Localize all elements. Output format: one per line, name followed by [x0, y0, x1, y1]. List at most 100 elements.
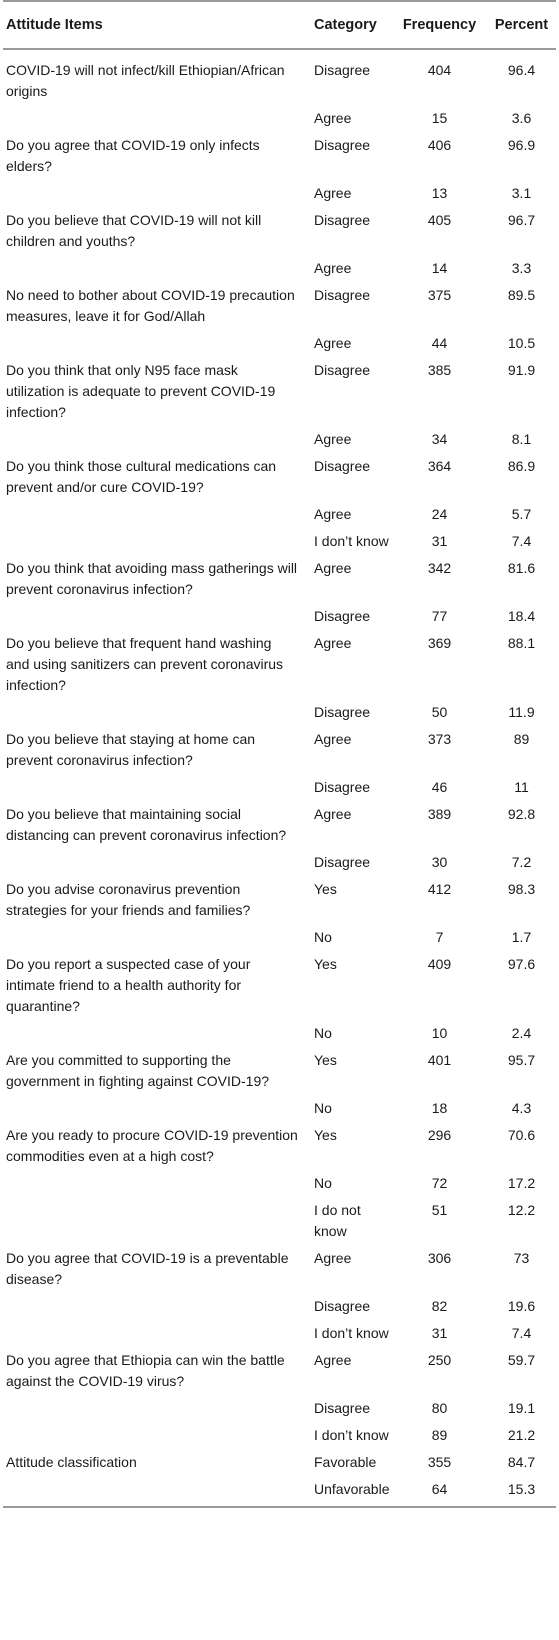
percent-cell: 98.3 — [507, 881, 536, 897]
item-cell — [3, 427, 310, 454]
frequency-cell: 369 — [427, 635, 452, 651]
header-category: Category — [310, 0, 392, 50]
item-cell — [3, 331, 310, 358]
category-cell: Disagree — [314, 362, 371, 378]
item-cell — [3, 1321, 310, 1348]
percent-cell: 3.6 — [511, 110, 532, 126]
frequency-cell: 14 — [431, 260, 448, 276]
item-cell: Do you agree that Ethiopia can win the b… — [6, 1352, 285, 1389]
frequency-cell: 18 — [431, 1100, 448, 1116]
percent-cell: 8.1 — [511, 431, 532, 447]
percent-cell: 86.9 — [507, 458, 536, 474]
category-cell: Disagree — [314, 854, 371, 870]
table-row: I don’t know 31 7.4 — [3, 529, 556, 556]
table-row: Disagree 82 19.6 — [3, 1294, 556, 1321]
item-cell — [3, 604, 310, 631]
category-cell: Unfavorable — [310, 1477, 392, 1508]
category-cell: Disagree — [314, 779, 371, 795]
table-row: Agree 44 10.5 — [3, 331, 556, 358]
table-row: Do you believe that maintaining social d… — [3, 802, 556, 850]
frequency-cell: 405 — [427, 212, 452, 228]
percent-cell: 7.4 — [511, 533, 532, 549]
category-cell: Disagree — [314, 458, 371, 474]
table-row: Agree 34 8.1 — [3, 427, 556, 454]
frequency-cell: 385 — [427, 362, 452, 378]
percent-cell: 7.2 — [511, 854, 532, 870]
table-row: Disagree 77 18.4 — [3, 604, 556, 631]
category-cell: Agree — [314, 335, 352, 351]
category-cell: No — [314, 1175, 332, 1191]
frequency-cell: 373 — [427, 731, 452, 747]
percent-cell: 96.9 — [507, 137, 536, 153]
category-cell: Agree — [314, 806, 352, 822]
category-cell: I don’t know — [314, 533, 389, 549]
item-cell — [3, 1021, 310, 1048]
table-row: Do you believe that frequent hand washin… — [3, 631, 556, 700]
table-row: Do you think that only N95 face mask uti… — [3, 358, 556, 427]
percent-cell: 1.7 — [511, 929, 532, 945]
category-cell: No — [314, 1025, 332, 1041]
percent-cell: 15.3 — [487, 1477, 556, 1508]
percent-cell: 10.5 — [507, 335, 536, 351]
frequency-cell: 15 — [431, 110, 448, 126]
table-row: Disagree 46 11 — [3, 775, 556, 802]
item-cell — [3, 1171, 310, 1198]
table-row: Are you committed to supporting the gove… — [3, 1048, 556, 1096]
category-cell: Disagree — [314, 212, 371, 228]
item-cell: No need to bother about COVID-19 precaut… — [6, 287, 295, 324]
frequency-cell: 82 — [431, 1298, 448, 1314]
item-cell — [3, 502, 310, 529]
frequency-cell: 409 — [427, 956, 452, 972]
percent-cell: 84.7 — [507, 1454, 536, 1470]
table-row: Disagree 80 19.1 — [3, 1396, 556, 1423]
table-row: I don’t know 31 7.4 — [3, 1321, 556, 1348]
percent-cell: 92.8 — [507, 806, 536, 822]
table-row: Agree 24 5.7 — [3, 502, 556, 529]
table-row: Agree 13 3.1 — [3, 181, 556, 208]
table-row: Agree 15 3.6 — [3, 106, 556, 133]
table-row: Do you report a suspected case of your i… — [3, 952, 556, 1021]
category-cell: Agree — [314, 260, 352, 276]
table-row: Do you believe that staying at home can … — [3, 727, 556, 775]
table-row: Do you agree that COVID-19 only infects … — [3, 133, 556, 181]
frequency-cell: 77 — [431, 608, 448, 624]
category-cell: Yes — [314, 881, 337, 897]
category-cell: Disagree — [314, 608, 371, 624]
frequency-cell: 51 — [431, 1202, 448, 1218]
category-cell: No — [314, 929, 332, 945]
percent-cell: 18.4 — [507, 608, 536, 624]
percent-cell: 81.6 — [507, 560, 536, 576]
item-cell: Do you report a suspected case of your i… — [6, 956, 251, 1014]
category-cell: Disagree — [314, 1298, 371, 1314]
item-cell: COVID-19 will not infect/kill Ethiopian/… — [6, 62, 285, 99]
percent-cell: 96.7 — [507, 212, 536, 228]
category-cell: Disagree — [314, 1400, 371, 1416]
item-cell — [3, 1096, 310, 1123]
item-cell — [3, 181, 310, 208]
frequency-cell: 72 — [431, 1175, 448, 1191]
item-cell — [3, 925, 310, 952]
table-row: No 7 1.7 — [3, 925, 556, 952]
percent-cell: 21.2 — [507, 1427, 536, 1443]
header-frequency: Frequency — [392, 0, 487, 50]
table-body: COVID-19 will not infect/kill Ethiopian/… — [3, 49, 556, 1508]
frequency-cell: 64 — [392, 1477, 487, 1508]
category-cell: Favorable — [314, 1454, 377, 1470]
item-cell: Do you believe that frequent hand washin… — [6, 635, 284, 693]
table-row: Do you believe that COVID-19 will not ki… — [3, 208, 556, 256]
item-cell: Do you think that avoiding mass gatherin… — [6, 560, 298, 597]
percent-cell: 91.9 — [507, 362, 536, 378]
frequency-cell: 306 — [427, 1250, 452, 1266]
category-cell: Yes — [314, 1127, 337, 1143]
table-row: Do you think those cultural medications … — [3, 454, 556, 502]
frequency-cell: 7 — [435, 929, 444, 945]
table-row: Disagree 30 7.2 — [3, 850, 556, 877]
table-row: Disagree 50 11.9 — [3, 700, 556, 727]
table-row: I don’t know 89 21.2 — [3, 1423, 556, 1450]
frequency-cell: 406 — [427, 137, 452, 153]
percent-cell: 95.7 — [507, 1052, 536, 1068]
percent-cell: 88.1 — [507, 635, 536, 651]
percent-cell: 7.4 — [511, 1325, 532, 1341]
category-cell: Agree — [314, 731, 352, 747]
frequency-cell: 404 — [427, 62, 452, 78]
